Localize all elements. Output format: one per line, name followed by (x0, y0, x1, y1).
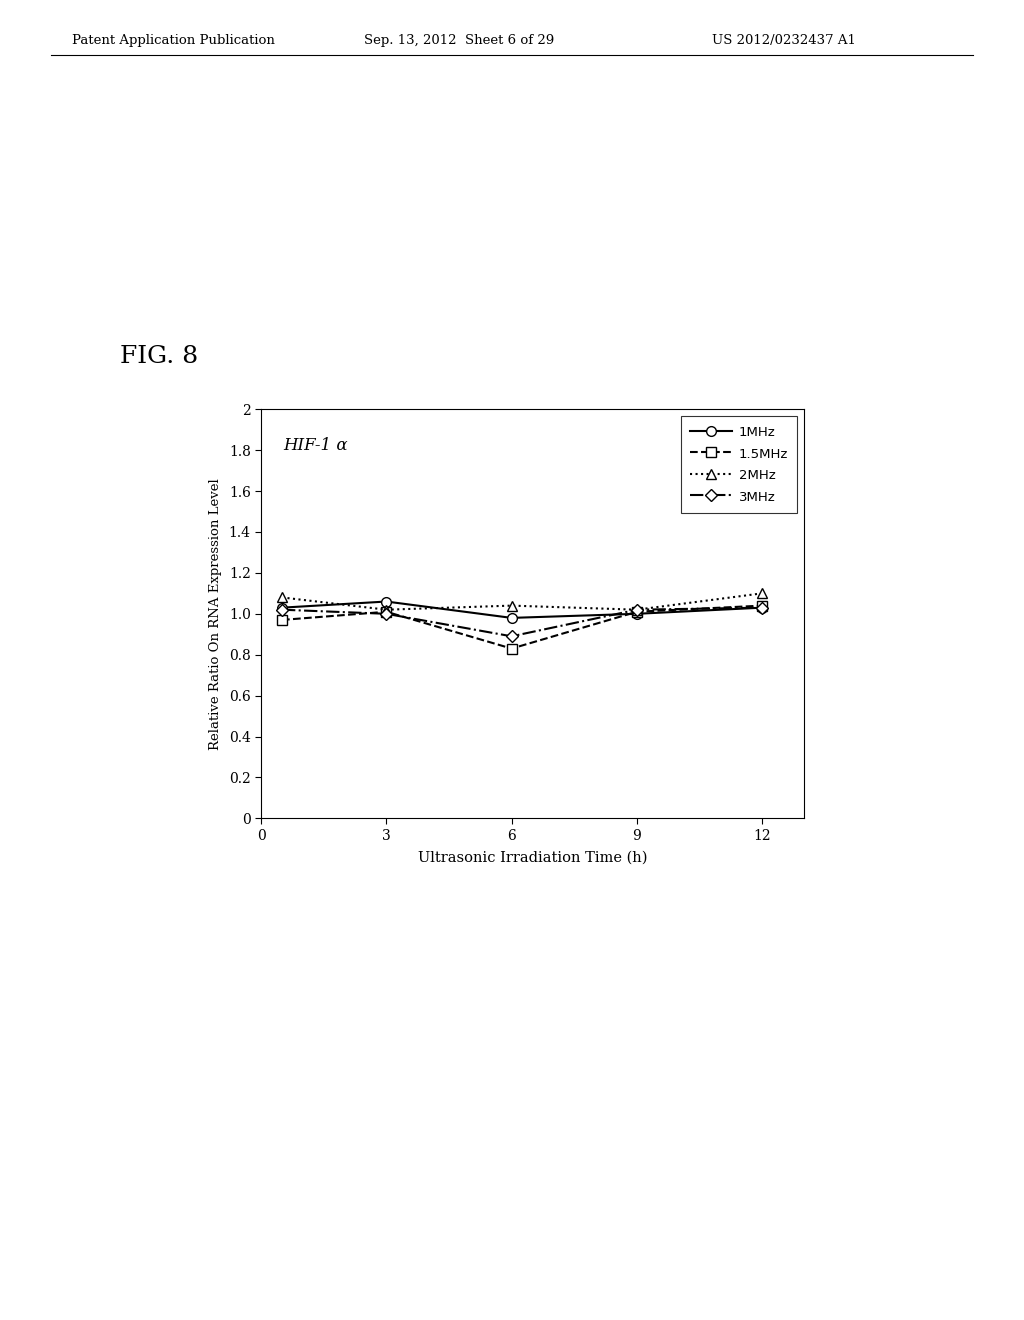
Text: HIF-1 α: HIF-1 α (283, 437, 347, 454)
Text: US 2012/0232437 A1: US 2012/0232437 A1 (712, 33, 856, 46)
Legend: 1MHz, 1.5MHz, 2MHz, 3MHz: 1MHz, 1.5MHz, 2MHz, 3MHz (681, 416, 798, 513)
Text: Patent Application Publication: Patent Application Publication (72, 33, 274, 46)
Text: FIG. 8: FIG. 8 (120, 345, 198, 368)
Text: Sep. 13, 2012  Sheet 6 of 29: Sep. 13, 2012 Sheet 6 of 29 (364, 33, 554, 46)
Y-axis label: Relative Ratio On RNA Expression Level: Relative Ratio On RNA Expression Level (209, 478, 222, 750)
X-axis label: Ultrasonic Irradiation Time (h): Ultrasonic Irradiation Time (h) (418, 851, 647, 865)
